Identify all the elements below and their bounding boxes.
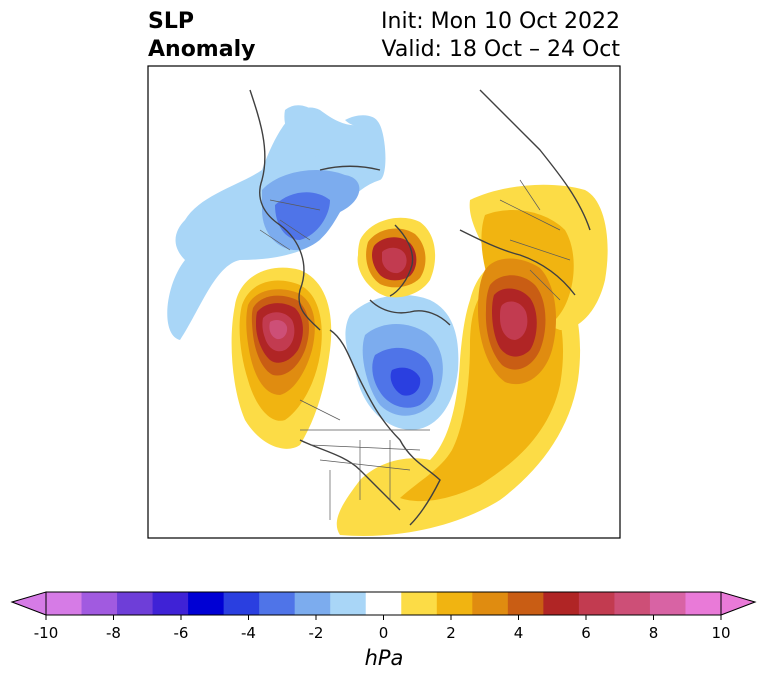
- negative-anomaly-canada-4: [390, 367, 421, 396]
- negative-anomaly-kamchatka: [284, 105, 331, 157]
- colorbar-cell: [614, 592, 651, 615]
- colorbar-cell: [365, 592, 402, 615]
- anomaly-field: [167, 105, 608, 536]
- colorbar-cell: [259, 592, 296, 615]
- colorbar-tick-label: 2: [446, 624, 456, 642]
- map-title: SLP Anomaly: [148, 8, 255, 64]
- negative-anomaly-arctic: [345, 115, 378, 127]
- colorbar-right-extend: [720, 591, 757, 616]
- map-dates: Init: Mon 10 Oct 2022 Valid: 18 Oct – 24…: [381, 8, 620, 64]
- colorbar-tick-label: 8: [648, 624, 659, 642]
- colorbar-tick-label: -8: [106, 624, 121, 642]
- colorbar-ticks: [45, 615, 722, 620]
- positive-anomaly-greenland-4: [382, 247, 407, 274]
- colorbar-cell: [223, 592, 260, 615]
- colorbar-cell: [436, 592, 473, 615]
- colorbar: [10, 591, 757, 620]
- colorbar-cell: [507, 592, 544, 615]
- title-type: Anomaly: [148, 37, 256, 62]
- coastlines: [249, 89, 591, 526]
- colorbar-cell: [188, 592, 225, 615]
- colorbar-tick-label: 4: [513, 624, 524, 642]
- colorbar-cell: [578, 592, 615, 615]
- positive-anomaly-pacific-7: [269, 319, 288, 340]
- colorbar-left-extend: [10, 591, 47, 616]
- colorbar-tick-label: 10: [711, 624, 731, 642]
- colorbar-tick-label: 6: [581, 624, 591, 642]
- colorbar-cell: [81, 592, 118, 615]
- colorbar-cell: [117, 592, 154, 615]
- colorbar-units: hPa: [364, 646, 404, 670]
- colorbar-cell: [472, 592, 509, 615]
- map-frame: [147, 65, 621, 539]
- colorbar-cells: [45, 591, 722, 616]
- title-variable: SLP: [148, 9, 194, 34]
- colorbar-tick-label: 0: [378, 624, 389, 642]
- colorbar-cell: [294, 592, 331, 615]
- colorbar-cell: [685, 592, 722, 615]
- init-date: Init: Mon 10 Oct 2022: [381, 9, 620, 34]
- colorbar-cell: [330, 592, 367, 615]
- anomaly-map: [147, 65, 621, 539]
- colorbar-cell: [152, 592, 189, 615]
- colorbar-cell: [543, 592, 580, 615]
- colorbar-cell: [649, 592, 686, 615]
- colorbar-cell: [46, 592, 83, 615]
- colorbar-tick-label: -4: [241, 624, 256, 642]
- positive-anomaly-scandinavia-6: [500, 301, 528, 340]
- colorbar-tick-label: -2: [308, 624, 324, 642]
- valid-dates: Valid: 18 Oct – 24 Oct: [381, 37, 620, 62]
- political-borders: [259, 179, 571, 520]
- negative-anomaly-siberia-inner: [275, 192, 330, 240]
- colorbar-tick-label: -10: [33, 624, 59, 642]
- colorbar-tick-label: -6: [173, 624, 189, 642]
- colorbar-cell: [401, 592, 438, 615]
